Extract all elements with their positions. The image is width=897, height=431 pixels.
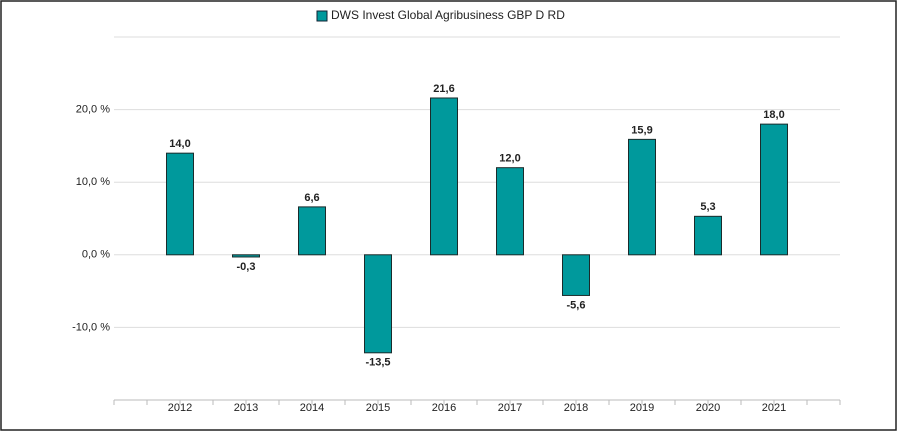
y-tick-label: 0,0 % [82,249,110,261]
bar [628,138,656,256]
value-label: 15,9 [631,124,652,136]
x-tick-label: 2013 [234,402,258,414]
x-tick-label: 2016 [432,402,456,414]
value-label: 21,6 [433,83,454,95]
legend-swatch [316,10,328,22]
bar [496,167,524,256]
bar [232,254,260,258]
x-tick-label: 2014 [300,402,324,414]
bar [694,215,722,256]
value-label: 14,0 [169,138,190,150]
y-tick-label: 20,0 % [76,104,110,116]
bar [298,206,326,256]
y-tick-label: 10,0 % [76,176,110,188]
bar [562,254,590,296]
value-label: -5,6 [567,299,586,311]
value-label: 18,0 [763,109,784,121]
x-tick-label: 2012 [168,402,192,414]
x-tick-label: 2019 [630,402,654,414]
bar [430,97,458,256]
legend-label: DWS Invest Global Agribusiness GBP D RD [331,8,565,22]
bar [166,152,194,256]
value-label: -0,3 [237,261,256,273]
value-label: 12,0 [499,153,520,165]
bar [364,254,392,354]
y-tick-label: -10,0 % [72,321,110,333]
x-tick-label: 2020 [696,402,720,414]
x-tick-label: 2017 [498,402,522,414]
bar [760,123,788,256]
x-tick-label: 2015 [366,402,390,414]
x-tick-label: 2021 [762,402,786,414]
value-label: -13,5 [365,357,390,369]
x-tick-label: 2018 [564,402,588,414]
value-label: 5,3 [700,201,715,213]
value-label: 6,6 [304,192,319,204]
